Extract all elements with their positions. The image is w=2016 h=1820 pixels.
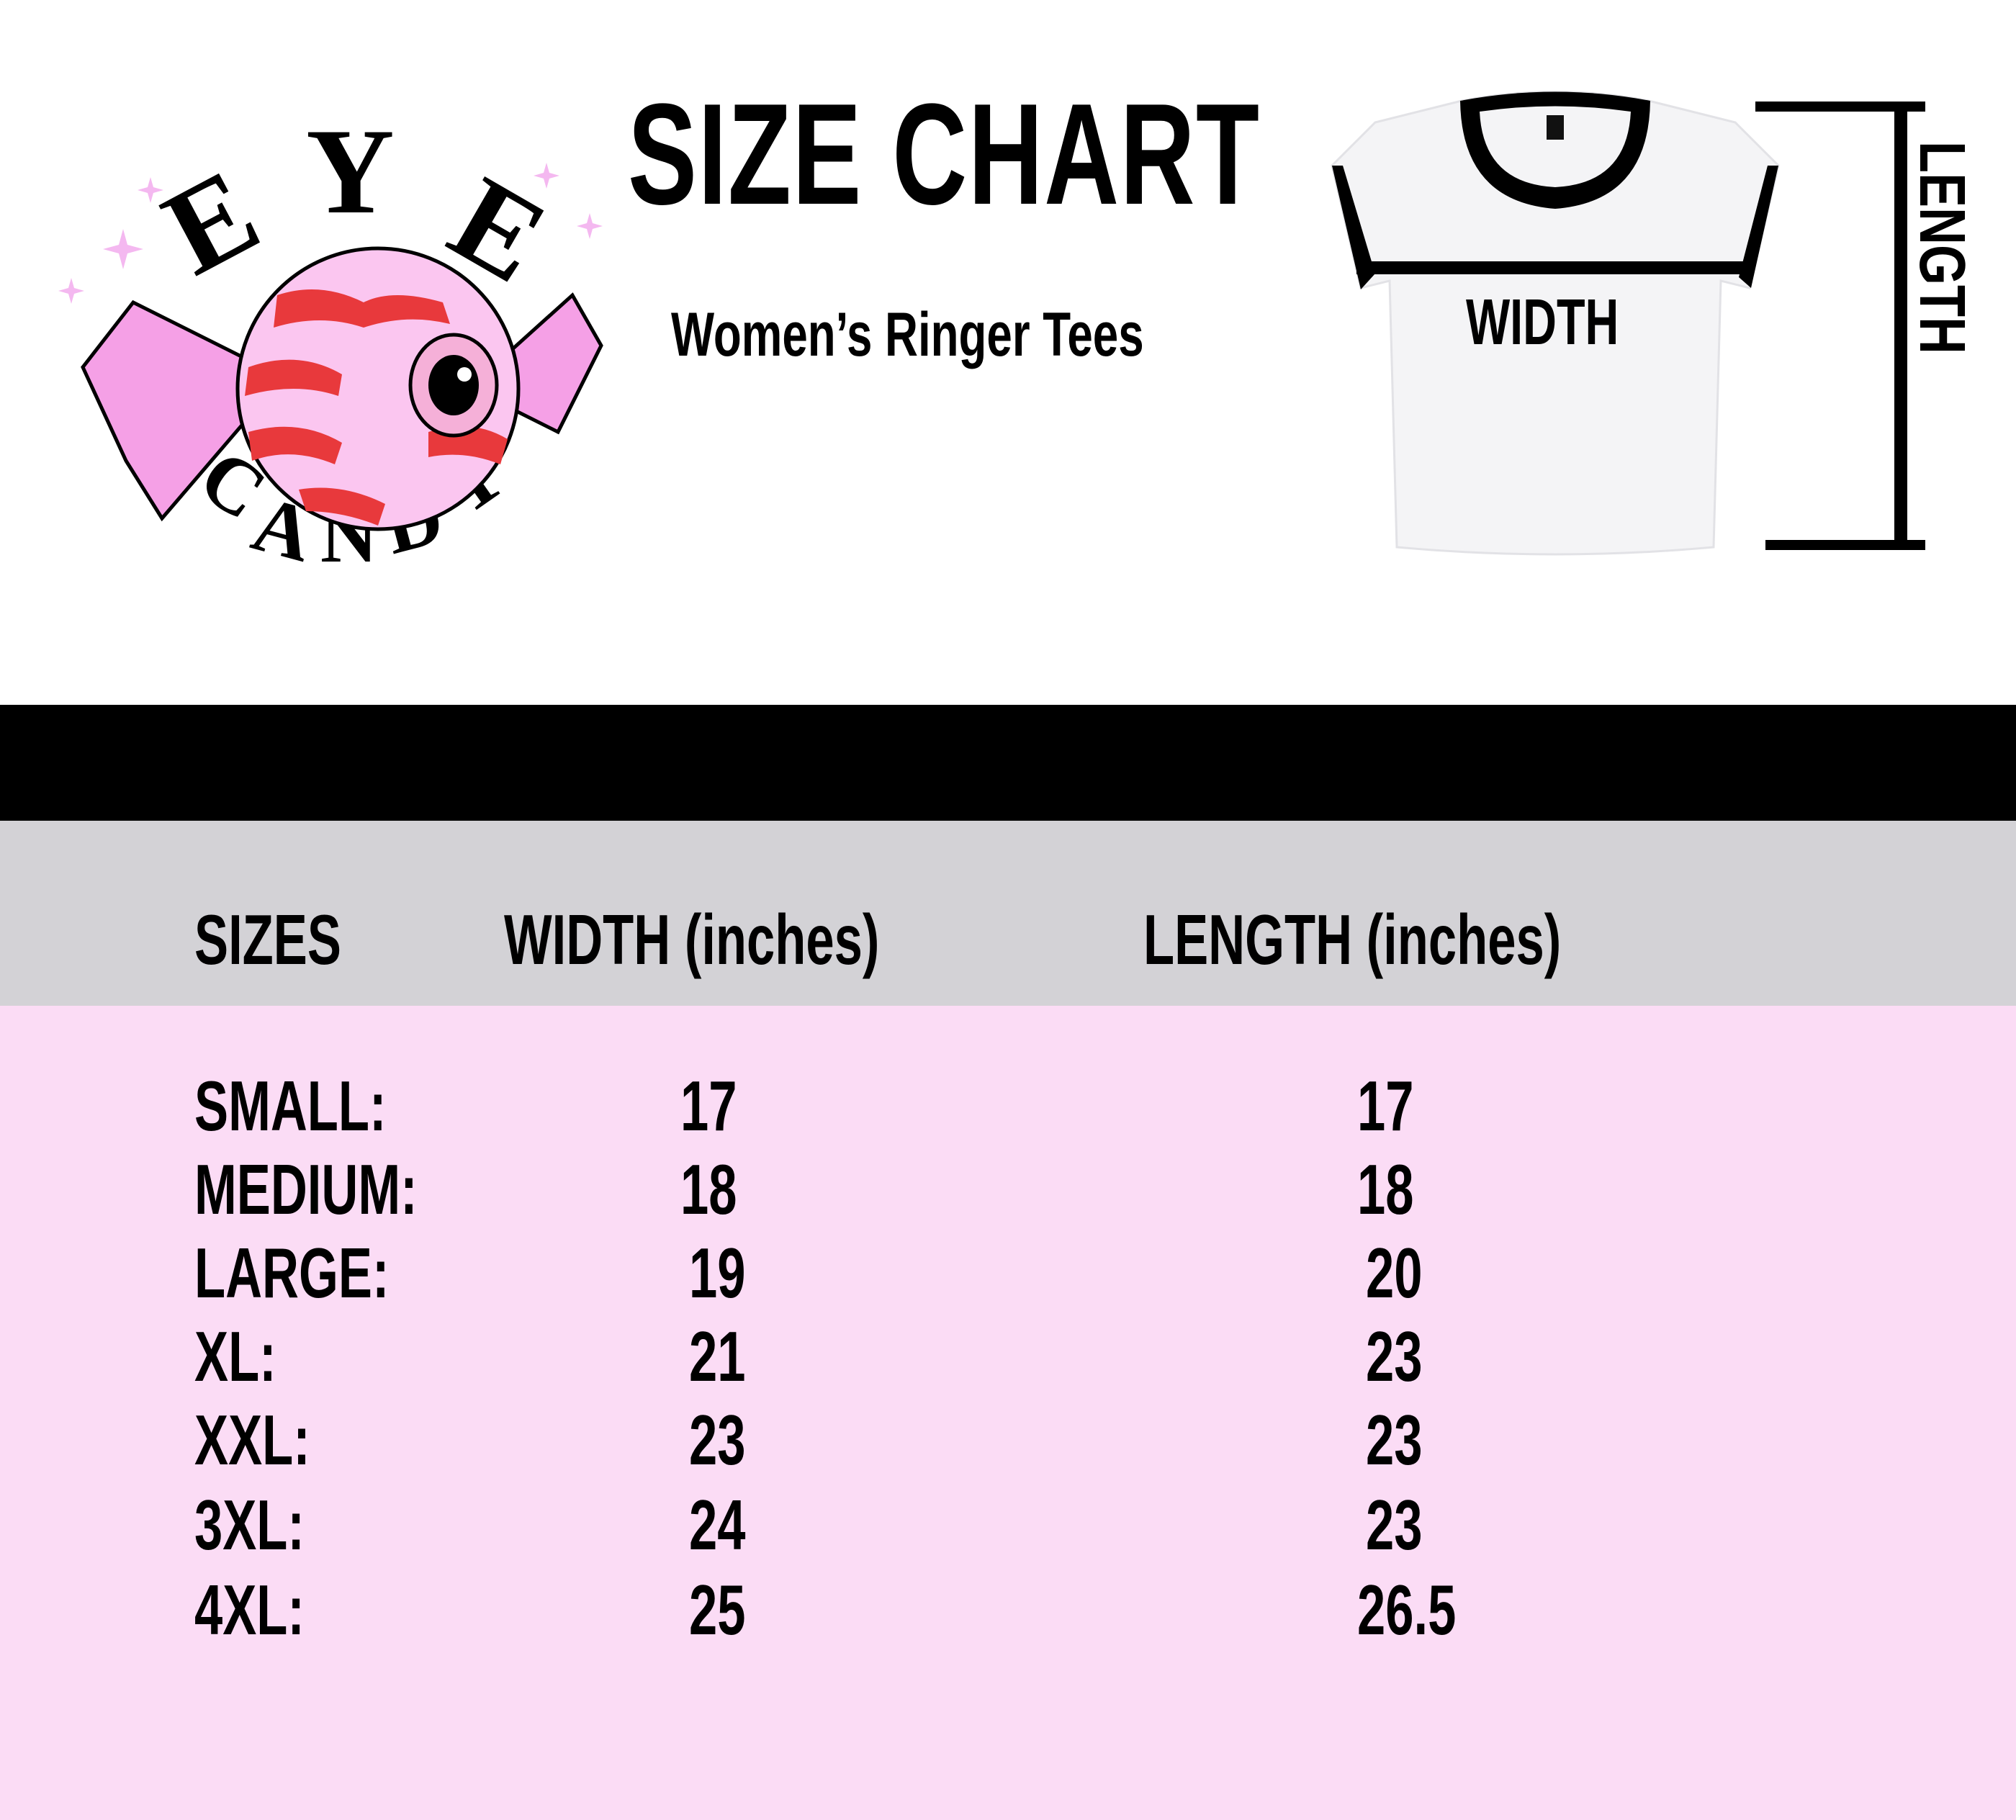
length-cell: 23 xyxy=(1366,1317,1423,1396)
column-header-sizes: SIZES xyxy=(194,900,341,979)
svg-text:Y: Y xyxy=(306,104,395,239)
width-cell: 25 xyxy=(689,1570,746,1649)
size-cell: XL: xyxy=(194,1317,276,1396)
length-measure-line xyxy=(1894,105,1907,546)
product-subtitle: Women’s Ringer Tees xyxy=(671,300,1144,369)
svg-text:E: E xyxy=(143,143,279,300)
sparkles-icon xyxy=(58,163,603,304)
column-header-width: WIDTH (inches) xyxy=(504,900,880,979)
width-cell: 18 xyxy=(680,1150,737,1229)
length-cell: 23 xyxy=(1366,1485,1423,1564)
eye-candy-logo: E Y E C A N D Y xyxy=(58,104,603,576)
length-cell: 26.5 xyxy=(1357,1570,1457,1649)
ringer-tee-image xyxy=(1331,91,1780,556)
table-body xyxy=(0,1006,2016,1820)
length-cell: 17 xyxy=(1357,1066,1414,1145)
table-header xyxy=(0,821,2016,1006)
width-measure-line xyxy=(1356,261,1754,274)
length-bracket-top xyxy=(1755,102,1925,112)
length-cell: 18 xyxy=(1357,1150,1414,1229)
page-title: SIZE CHART xyxy=(628,74,1261,235)
length-label: LENGTH xyxy=(1906,141,1978,354)
width-cell: 17 xyxy=(680,1066,737,1145)
divider-bar xyxy=(0,705,2016,821)
size-cell: 3XL: xyxy=(194,1485,305,1564)
width-cell: 24 xyxy=(689,1485,746,1564)
size-cell: MEDIUM: xyxy=(194,1150,418,1229)
length-cell: 20 xyxy=(1366,1233,1423,1312)
length-cell: 23 xyxy=(1366,1400,1423,1479)
width-cell: 19 xyxy=(689,1233,746,1312)
width-cell: 23 xyxy=(689,1400,746,1479)
width-cell: 21 xyxy=(689,1317,746,1396)
size-cell: SMALL: xyxy=(194,1066,387,1145)
size-cell: 4XL: xyxy=(194,1570,305,1649)
size-cell: XXL: xyxy=(194,1400,310,1479)
column-header-length: LENGTH (inches) xyxy=(1143,900,1562,979)
size-cell: LARGE: xyxy=(194,1233,390,1312)
length-bracket-bottom xyxy=(1765,540,1925,550)
width-label: WIDTH xyxy=(1466,287,1619,359)
